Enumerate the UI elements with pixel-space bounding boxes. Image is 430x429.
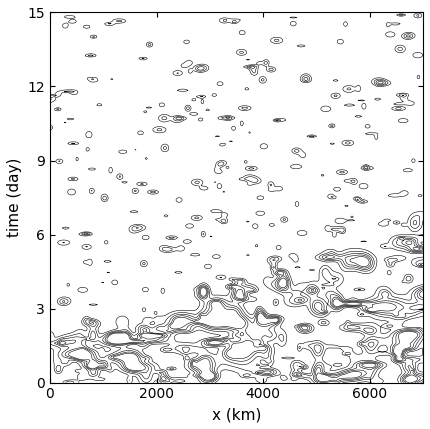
Y-axis label: time (day): time (day) (7, 158, 22, 237)
X-axis label: x (km): x (km) (212, 407, 261, 422)
